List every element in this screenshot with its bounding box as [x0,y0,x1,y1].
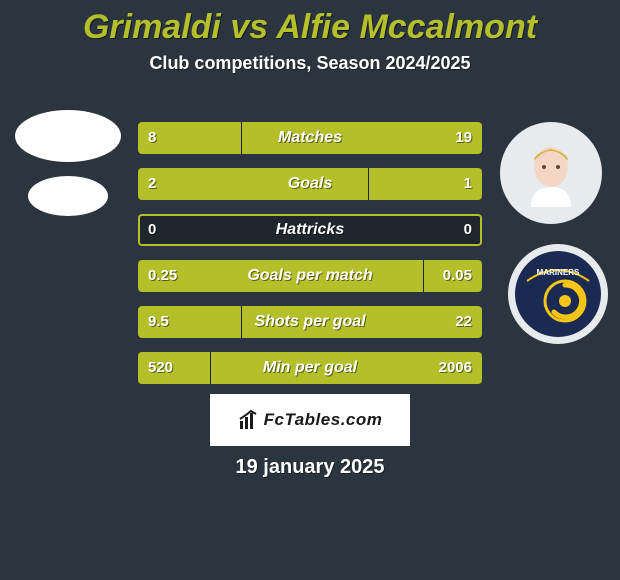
left-avatar-1 [15,110,121,162]
subtitle: Club competitions, Season 2024/2025 [0,53,620,74]
stat-row: 819Matches [138,122,482,154]
stat-label: Goals [138,168,482,200]
brand-chart-icon [238,409,260,431]
stat-label: Shots per goal [138,306,482,338]
stats-container: 819Matches 21Goals 00Hattricks 0.250.05Goal… [138,122,482,398]
club-badge-icon: MARINERS [515,251,601,337]
stat-label: Matches [138,122,482,154]
comparison-card: Grimaldi vs Alfie Mccalmont Club competi… [0,0,620,580]
brand-badge: FcTables.com [210,394,410,446]
stat-row: 00Hattricks [138,214,482,246]
stat-label: Min per goal [138,352,482,384]
stat-row: 9.522Shots per goal [138,306,482,338]
right-club-badge: MARINERS [508,244,608,344]
stat-label: Goals per match [138,260,482,292]
stat-row: 5202006Min per goal [138,352,482,384]
stat-label: Hattricks [138,214,482,246]
left-player-avatars [8,110,128,230]
date-text: 19 january 2025 [0,456,620,479]
left-avatar-2 [28,176,108,216]
player-face-icon [517,139,585,207]
right-player-avatars: MARINERS [500,122,610,344]
page-title: Grimaldi vs Alfie Mccalmont [0,0,620,47]
stat-row: 0.250.05Goals per match [138,260,482,292]
svg-text:MARINERS: MARINERS [537,268,580,277]
stat-row: 21Goals [138,168,482,200]
brand-text: FcTables.com [264,410,383,430]
right-player-photo [500,122,602,224]
